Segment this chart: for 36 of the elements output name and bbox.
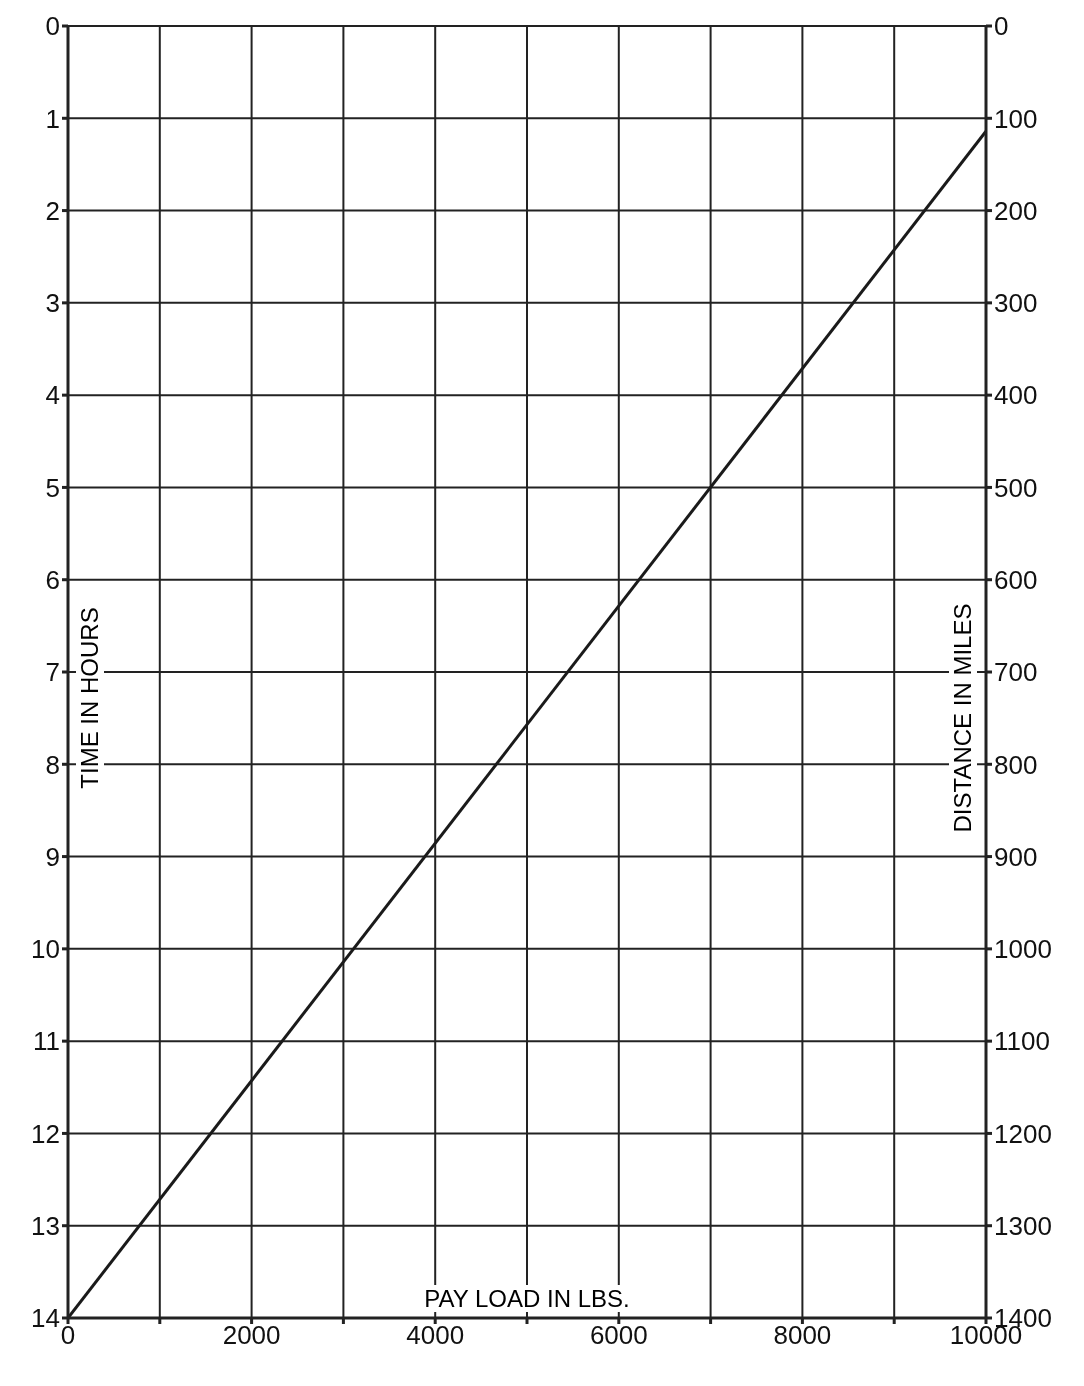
y-tick-label: 3 (45, 288, 60, 319)
y2-tick-label: 800 (994, 749, 1038, 780)
y2-tick-label: 500 (994, 472, 1038, 503)
y2-tick-label: 1300 (994, 1210, 1052, 1241)
y2-tick-label: 200 (994, 195, 1038, 226)
y-tick-label: 11 (33, 1026, 60, 1057)
y-tick-label: 14 (31, 1303, 60, 1334)
y2-tick-label: 100 (994, 103, 1038, 134)
y2-tick-label: 1000 (994, 934, 1052, 965)
y2-tick-label: 900 (994, 841, 1038, 872)
y-axis-title: TIME IN HOURS (76, 603, 104, 793)
x-tick-label: 4000 (406, 1320, 465, 1351)
y-tick-label: 0 (45, 11, 60, 42)
y-tick-label: 10 (31, 934, 60, 965)
y-tick-label: 13 (31, 1210, 60, 1241)
x-tick-label: 2000 (222, 1320, 281, 1351)
y2-axis-title: DISTANCE IN MILES (949, 599, 977, 837)
y-tick-label: 4 (45, 380, 60, 411)
y-tick-label: 9 (45, 841, 60, 872)
x-tick-label: 6000 (589, 1320, 648, 1351)
x-tick-label: 8000 (773, 1320, 832, 1351)
y2-tick-label: 1200 (994, 1118, 1052, 1149)
y-tick-label: 6 (45, 564, 60, 595)
y-tick-label: 8 (45, 749, 60, 780)
y-tick-label: 7 (45, 657, 60, 688)
y2-tick-label: 400 (994, 380, 1038, 411)
y2-tick-label: 700 (994, 657, 1038, 688)
y-tick-label: 2 (45, 195, 60, 226)
y-tick-label: 1 (45, 103, 60, 134)
y2-tick-label: 0 (994, 11, 1009, 42)
y-tick-label: 5 (45, 472, 60, 503)
y2-tick-label: 1100 (994, 1026, 1050, 1057)
y2-tick-label: 600 (994, 564, 1038, 595)
y-tick-label: 12 (31, 1118, 60, 1149)
x-axis-title: PAY LOAD IN LBS. (420, 1285, 634, 1312)
y2-tick-label: 300 (994, 288, 1038, 319)
